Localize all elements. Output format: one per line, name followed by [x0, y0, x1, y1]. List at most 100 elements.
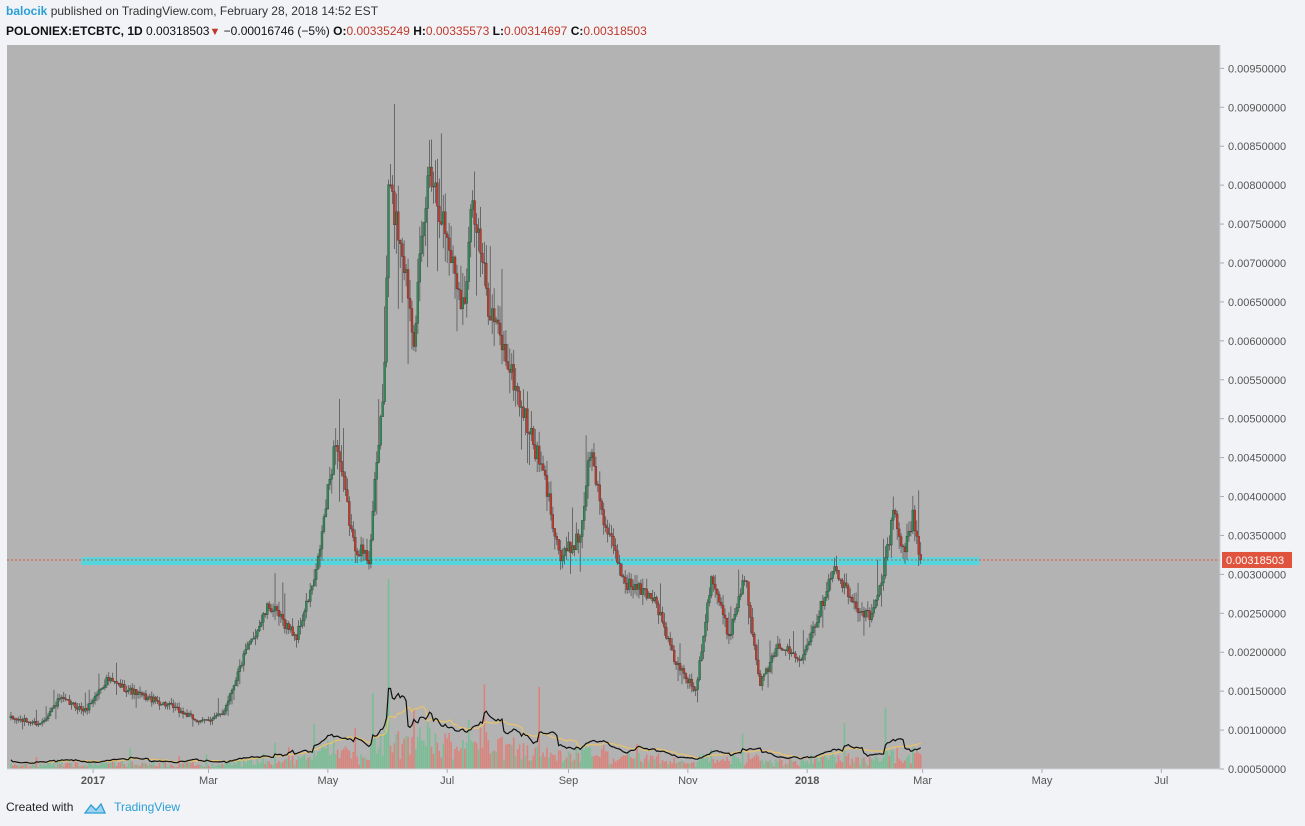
candle-body: [281, 614, 285, 620]
volume-bar: [778, 758, 781, 769]
candle-body: [913, 509, 916, 532]
candle-body: [365, 550, 369, 561]
candle-body: [473, 200, 476, 225]
volume-bar: [76, 762, 79, 769]
tradingview-link[interactable]: TradingView: [114, 800, 181, 814]
volume-bar: [319, 750, 321, 769]
candle-body: [674, 661, 678, 665]
volume-bar: [585, 743, 587, 769]
candle-body: [804, 649, 807, 656]
volume-bar: [507, 743, 509, 769]
volume-bar: [467, 719, 470, 769]
volume-bar: [448, 732, 450, 769]
candle-body: [872, 607, 875, 614]
candle-body: [17, 719, 20, 721]
candle-body: [430, 166, 433, 187]
candle-body: [559, 549, 562, 562]
candle-body: [493, 308, 496, 323]
volume-bar: [415, 749, 417, 769]
volume-bar: [446, 738, 449, 769]
volume-bar: [806, 760, 808, 769]
candle-body: [500, 334, 504, 351]
candle-body: [849, 596, 852, 598]
volume-bar: [720, 760, 722, 769]
candle-body: [293, 634, 296, 636]
volume-bar: [119, 762, 122, 769]
volume-bar: [644, 758, 646, 769]
candle-body: [453, 256, 457, 274]
candle-body: [377, 444, 380, 463]
volume-bar: [516, 749, 519, 769]
created-with-text: Created with: [6, 800, 74, 814]
volume-bar: [874, 754, 877, 769]
volume-bar: [330, 754, 333, 769]
volume-bar: [552, 754, 554, 769]
volume-bar: [370, 745, 372, 769]
candle-body: [778, 643, 781, 649]
candle-body: [766, 668, 770, 672]
candle-body: [657, 603, 660, 616]
volume-bar: [139, 766, 141, 769]
volume-bar: [550, 752, 552, 769]
candle-body: [367, 560, 371, 565]
candle-body: [755, 645, 758, 661]
volume-bar: [66, 762, 69, 769]
volume-bar: [399, 759, 402, 769]
volume-bar: [149, 763, 151, 769]
volume-bar: [642, 763, 644, 769]
candle-body: [379, 416, 382, 446]
candle-body: [264, 613, 267, 615]
volume-bar: [675, 763, 677, 769]
volume-bar: [377, 747, 380, 769]
candle-body: [209, 720, 212, 722]
candle-body: [31, 722, 34, 724]
volume-bar: [14, 764, 16, 769]
candle-body: [41, 721, 44, 724]
candle-body: [557, 539, 560, 551]
candle-body: [888, 544, 891, 546]
volume-bar: [788, 757, 791, 769]
time-axis[interactable]: 2017 Mar May Jul Sep Nov 2018 Mar May Jul: [81, 769, 1168, 787]
candle-body: [230, 689, 234, 694]
candle-body: [326, 484, 330, 509]
plot-area[interactable]: [7, 45, 1220, 769]
volume-bar: [683, 762, 685, 769]
candle-body: [70, 702, 73, 705]
volume-bar: [501, 736, 503, 769]
candle-body: [199, 720, 202, 723]
volume-bar: [692, 761, 695, 769]
volume-bar: [152, 760, 155, 769]
candle-body: [833, 566, 836, 572]
candle-body: [13, 718, 16, 720]
candle-body: [328, 479, 331, 485]
volume-bar: [321, 744, 323, 769]
support-zone[interactable]: [81, 557, 980, 566]
volume-bar: [49, 761, 51, 769]
volume-bar: [289, 760, 292, 769]
candle-body: [95, 694, 99, 697]
author-link[interactable]: balocik: [6, 4, 48, 18]
volume-bar: [276, 763, 278, 769]
volume-bar: [15, 765, 18, 769]
candle-body: [277, 610, 281, 617]
candle-body: [269, 608, 273, 612]
candle-body: [815, 622, 819, 628]
candle-body: [107, 677, 110, 682]
price-axis[interactable]: 0.00950000 0.00900000 0.00850000 0.00800000…: [1220, 63, 1286, 776]
volume-bar: [606, 751, 609, 769]
volume-bar: [796, 764, 799, 769]
volume-bar: [827, 760, 830, 769]
volume-bar: [242, 759, 245, 769]
candle-body: [868, 610, 871, 620]
volume-bar: [659, 763, 662, 769]
candle-body: [412, 332, 416, 347]
candle-body: [416, 281, 420, 324]
candle-body: [471, 200, 474, 210]
candle-body: [602, 509, 605, 526]
candle-body: [89, 702, 93, 704]
candlesticks: [9, 103, 922, 730]
candle-body: [109, 678, 112, 682]
volume-bar: [912, 747, 914, 769]
candle-body: [788, 646, 791, 655]
